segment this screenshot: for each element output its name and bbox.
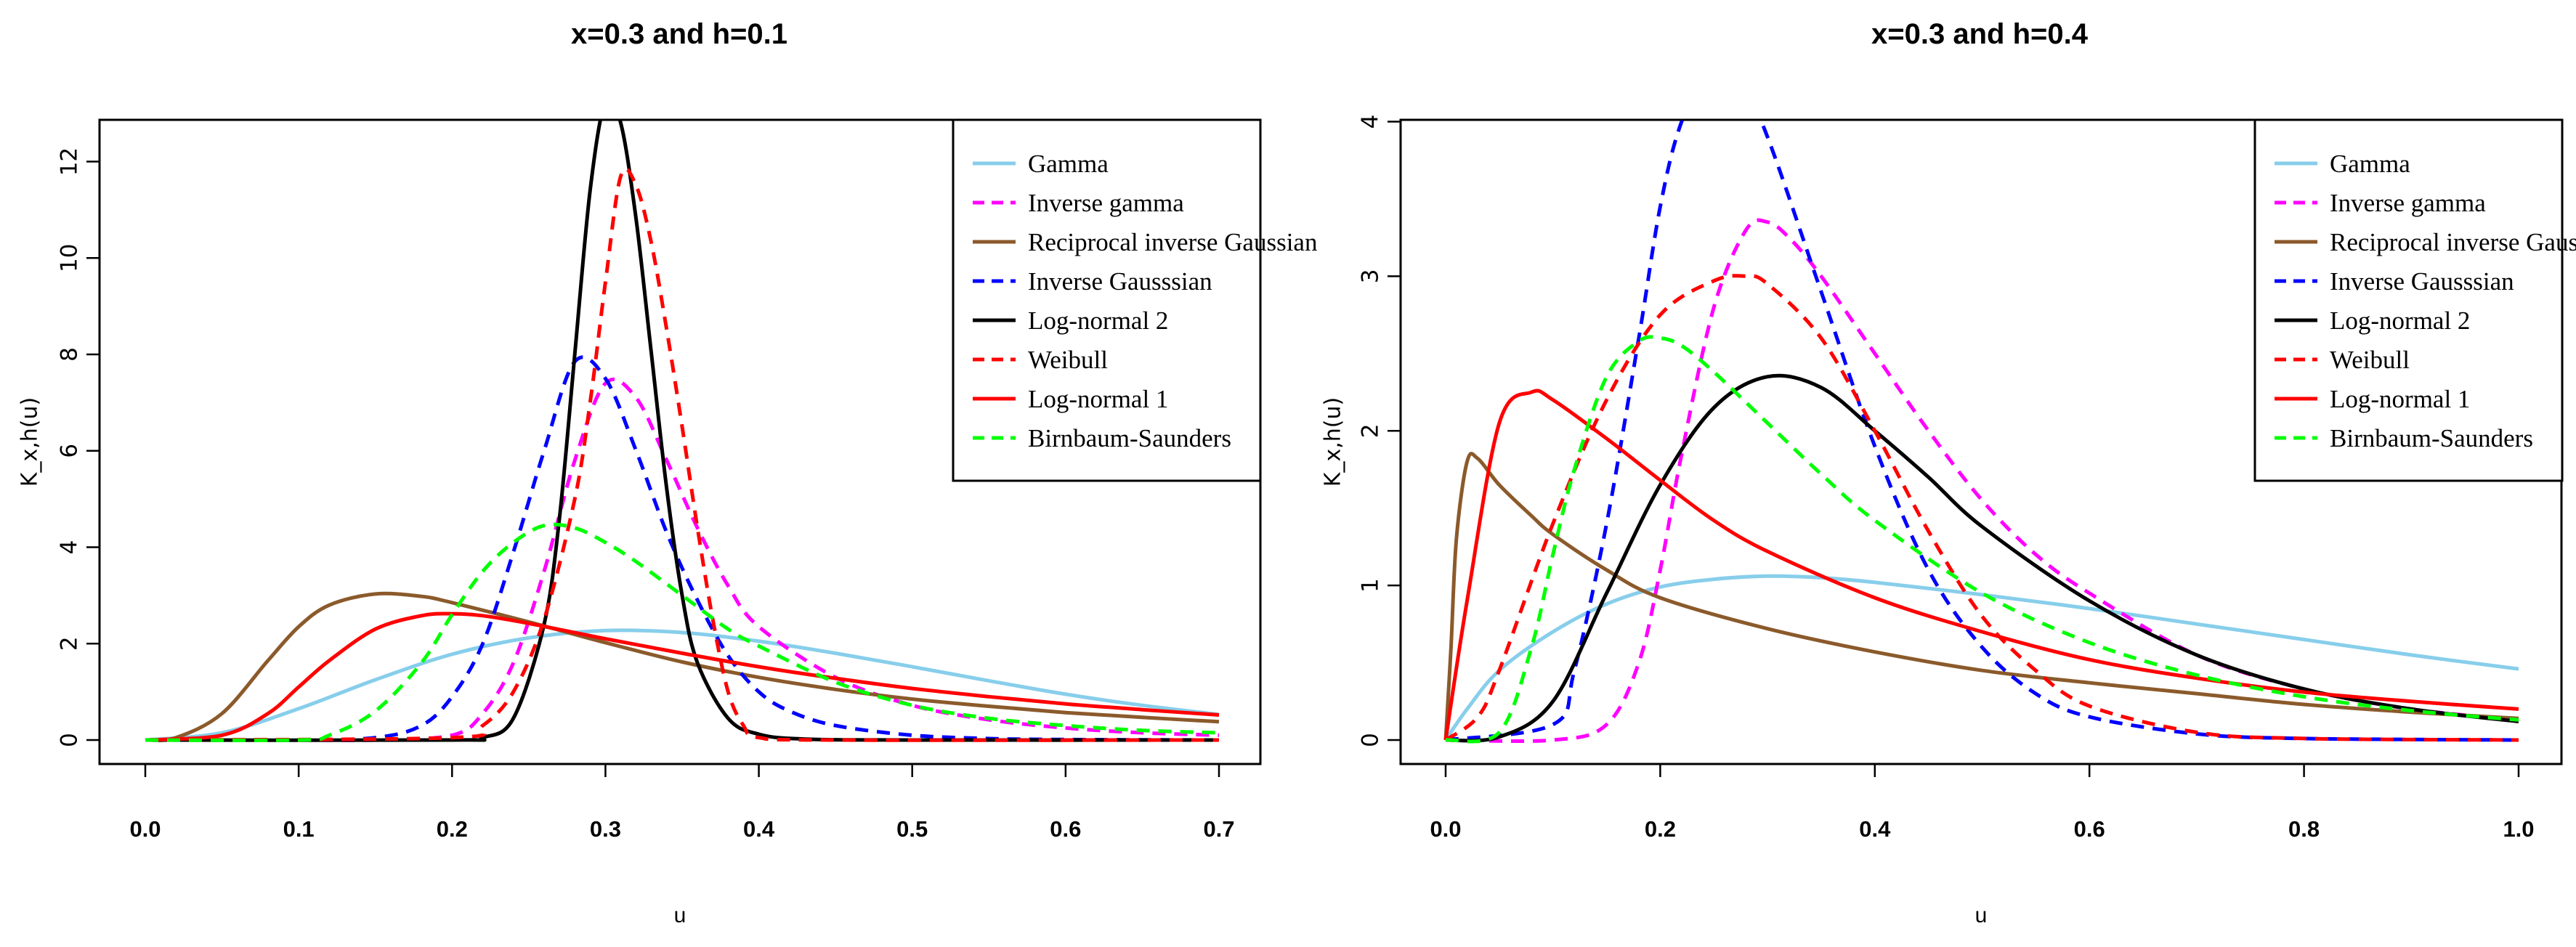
- x-tick-label: 0.0: [129, 816, 161, 842]
- x-axis-label: u: [674, 903, 686, 927]
- y-tick-label: 3: [1358, 269, 1384, 283]
- series-line-7: [1445, 335, 2519, 744]
- series-line-0: [1443, 574, 2519, 741]
- legend-label: Log-normal 2: [1028, 306, 1168, 335]
- legend-box: [2253, 118, 2564, 482]
- series-line-6: [1443, 389, 2519, 741]
- series-group: [145, 121, 1220, 742]
- chart-title: x=0.3 and h=0.4: [1871, 18, 2089, 50]
- chart-right: x=0.3 and h=0.4 0.0 0.2 0.4 0.6 0.8 1.0 0 1 2 3 4 u K…: [1321, 18, 2576, 927]
- x-tick-label: 0.0: [1430, 816, 1461, 842]
- chart-left: x=0.3 and h=0.1 0.0 0.1 0.2 0.3 0.4 0.5 0.6 0.7 0…: [17, 18, 1318, 927]
- y-tick-label: 12: [57, 147, 83, 176]
- legend-label: Log-normal 1: [1028, 385, 1168, 413]
- x-tick-label: 0.8: [2288, 816, 2320, 842]
- x-tick-label: 0.7: [1203, 816, 1234, 842]
- x-tick-label: 0.4: [1859, 816, 1891, 842]
- series-line-0: [145, 628, 1220, 742]
- x-tick-label: 0.1: [283, 816, 315, 842]
- legend-label: Inverse Gausssian: [2330, 267, 2514, 296]
- x-axis-label: u: [1975, 903, 1988, 927]
- legend-label: Inverse gamma: [2330, 189, 2486, 217]
- series-line-3: [145, 355, 1220, 742]
- series-line-1: [145, 378, 1220, 742]
- legend-label: Inverse Gausssian: [1028, 267, 1212, 296]
- y-tick-label: 4: [57, 540, 83, 555]
- y-tick-label: 10: [57, 244, 83, 272]
- legend-label: Gamma: [1028, 150, 1109, 178]
- y-tick-label: 4: [1358, 115, 1384, 129]
- legend-label: Reciprocal inverse Gaussian: [2330, 228, 2576, 256]
- y-tick-label: 0: [1358, 733, 1384, 747]
- legend-label: Reciprocal inverse Gaussian: [1028, 228, 1317, 256]
- series-line-6: [145, 611, 1220, 742]
- y-tick-label: 2: [57, 636, 83, 651]
- series-line-2: [145, 591, 1220, 742]
- legend-label: Gamma: [2330, 150, 2410, 178]
- legend-label: Log-normal 2: [2330, 306, 2470, 335]
- legend-label: Birnbaum-Saunders: [1028, 424, 1231, 452]
- y-axis-label: K_x,h(u): [1321, 397, 1346, 487]
- series-line-5: [145, 167, 1220, 742]
- legend-label: Birnbaum-Saunders: [2330, 424, 2533, 452]
- x-tick-label: 0.6: [2074, 816, 2105, 842]
- y-tick-label: 0: [57, 733, 83, 747]
- y-tick-label: 6: [57, 444, 83, 458]
- y-axis-label: K_x,h(u): [17, 397, 43, 487]
- chart-title: x=0.3 and h=0.1: [571, 18, 787, 50]
- x-tick-label: 0.4: [743, 816, 775, 842]
- legend-label: Weibull: [2330, 346, 2410, 374]
- x-tick-label: 1.0: [2503, 816, 2534, 842]
- x-tick-label: 0.5: [896, 816, 928, 842]
- series-line-4: [145, 121, 1220, 742]
- legend-box: [952, 118, 1262, 482]
- x-tick-label: 0.2: [1645, 816, 1676, 842]
- legend: Gamma Inverse gamma Reciprocal inverse Gau…: [952, 118, 1317, 482]
- x-tick-label: 0.6: [1050, 816, 1081, 842]
- y-tick-label: 8: [57, 347, 83, 362]
- x-tick-label: 0.3: [590, 816, 621, 842]
- series-line-5: [1444, 274, 2519, 742]
- legend-label: Weibull: [1028, 346, 1108, 374]
- y-tick-label: 1: [1358, 578, 1384, 593]
- legend: Gamma Inverse gamma Reciprocal inverse Gau…: [2253, 118, 2576, 482]
- series-line-3: [1445, 121, 2519, 742]
- series-group: [1443, 121, 2519, 744]
- series-line-7: [145, 522, 1220, 742]
- legend-label: Log-normal 1: [2330, 385, 2470, 413]
- series-line-2: [1443, 452, 2519, 741]
- x-tick-label: 0.2: [437, 816, 468, 842]
- legend-label: Inverse gamma: [1028, 189, 1184, 217]
- y-tick-label: 2: [1358, 423, 1384, 438]
